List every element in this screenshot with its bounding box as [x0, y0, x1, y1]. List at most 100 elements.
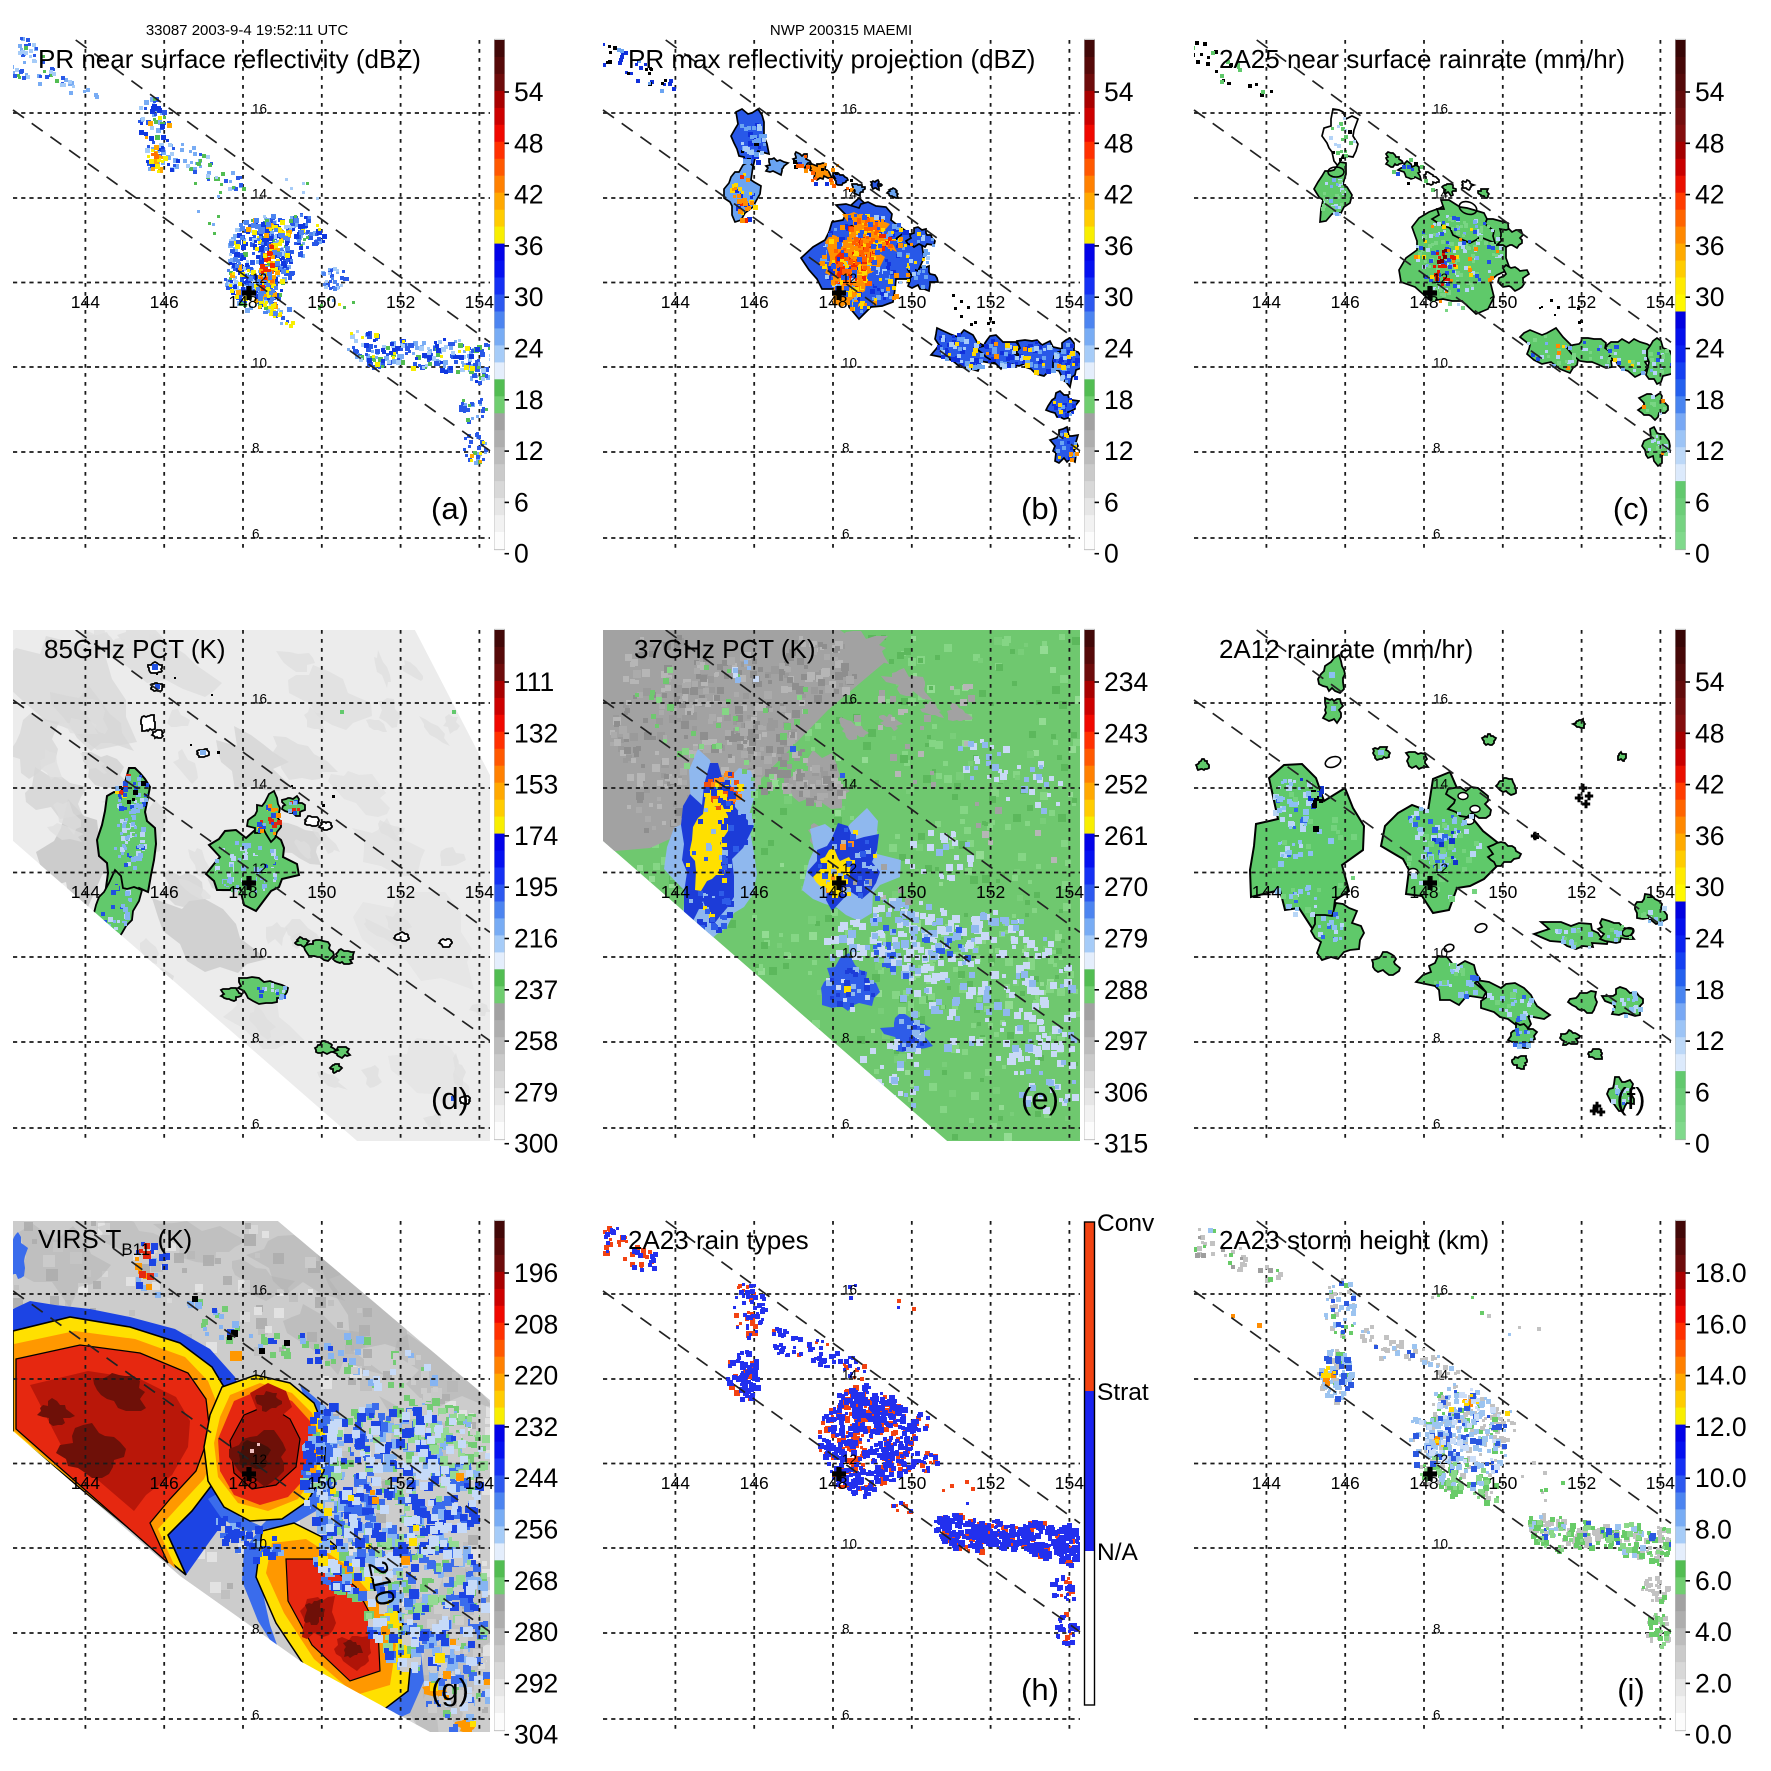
svg-text:30: 30	[1695, 282, 1724, 312]
svg-text:152: 152	[1567, 882, 1596, 902]
svg-text:6: 6	[1433, 527, 1441, 542]
svg-text:144: 144	[71, 882, 100, 902]
svg-text:42: 42	[1104, 180, 1133, 210]
svg-text:150: 150	[1488, 292, 1517, 312]
svg-text:234: 234	[1104, 667, 1148, 697]
svg-text:18.0: 18.0	[1695, 1258, 1747, 1288]
svg-text:24: 24	[1695, 334, 1724, 364]
svg-text:256: 256	[514, 1515, 558, 1545]
svg-text:146: 146	[1331, 882, 1360, 902]
svg-text:154: 154	[1646, 1473, 1675, 1493]
svg-text:12: 12	[1433, 271, 1448, 286]
svg-text:(a): (a)	[431, 491, 469, 526]
svg-text:48: 48	[514, 128, 543, 158]
svg-text:152: 152	[386, 1473, 415, 1493]
svg-text:144: 144	[1252, 292, 1281, 312]
svg-text:146: 146	[150, 882, 179, 902]
svg-text:280: 280	[514, 1617, 558, 1647]
svg-text:152: 152	[386, 292, 415, 312]
svg-text:12: 12	[252, 1452, 267, 1467]
svg-text:146: 146	[740, 292, 769, 312]
svg-text:6.0: 6.0	[1695, 1566, 1732, 1596]
svg-text:146: 146	[150, 292, 179, 312]
svg-text:16: 16	[1433, 1283, 1448, 1298]
svg-text:VIRS TB11 (K): VIRS TB11 (K)	[38, 1224, 192, 1259]
svg-text:14: 14	[252, 1368, 268, 1383]
svg-text:(f): (f)	[1616, 1081, 1645, 1116]
svg-text:150: 150	[307, 292, 336, 312]
svg-text:144: 144	[1252, 882, 1281, 902]
svg-text:152: 152	[976, 882, 1005, 902]
svg-text:2.0: 2.0	[1695, 1668, 1732, 1698]
svg-text:12.0: 12.0	[1695, 1412, 1747, 1442]
svg-text:4.0: 4.0	[1695, 1617, 1732, 1647]
svg-text:0: 0	[1104, 539, 1119, 569]
svg-text:8: 8	[252, 441, 260, 456]
svg-text:243: 243	[1104, 718, 1148, 748]
svg-text:12: 12	[842, 271, 857, 286]
svg-text:132: 132	[514, 718, 558, 748]
svg-text:8: 8	[1433, 441, 1441, 456]
svg-text:154: 154	[1646, 882, 1675, 902]
svg-text:10: 10	[252, 1537, 267, 1552]
svg-text:2A23 storm height (km): 2A23 storm height (km)	[1219, 1225, 1489, 1255]
svg-text:2A23 rain types: 2A23 rain types	[628, 1225, 809, 1255]
svg-text:14: 14	[252, 187, 268, 202]
svg-text:Conv: Conv	[1097, 1210, 1155, 1237]
svg-text:(e): (e)	[1021, 1081, 1059, 1116]
svg-text:258: 258	[514, 1026, 558, 1056]
svg-text:12: 12	[252, 271, 267, 286]
svg-text:208: 208	[514, 1309, 558, 1339]
svg-text:10.0: 10.0	[1695, 1463, 1747, 1493]
svg-text:150: 150	[307, 882, 336, 902]
svg-text:14: 14	[842, 187, 858, 202]
svg-text:150: 150	[1488, 1473, 1517, 1493]
svg-text:2A12 rainrate (mm/hr): 2A12 rainrate (mm/hr)	[1219, 634, 1473, 664]
svg-text:150: 150	[307, 1473, 336, 1493]
svg-text:36: 36	[1695, 231, 1724, 261]
svg-text:16: 16	[1433, 692, 1448, 707]
svg-text:12: 12	[1695, 436, 1724, 466]
svg-text:8: 8	[842, 441, 850, 456]
svg-text:30: 30	[1104, 282, 1133, 312]
svg-text:2A25 near surface rainrate (mm: 2A25 near surface rainrate (mm/hr)	[1219, 44, 1625, 74]
svg-text:8: 8	[1433, 1031, 1441, 1046]
svg-text:300: 300	[514, 1129, 558, 1159]
svg-text:6: 6	[842, 1117, 850, 1132]
svg-text:154: 154	[1055, 882, 1084, 902]
svg-text:292: 292	[514, 1668, 558, 1698]
svg-text:315: 315	[1104, 1129, 1148, 1159]
svg-text:36: 36	[1695, 821, 1724, 851]
svg-text:154: 154	[465, 1473, 494, 1493]
svg-text:16: 16	[252, 1283, 267, 1298]
svg-text:279: 279	[514, 1077, 558, 1107]
svg-text:14: 14	[1433, 1368, 1449, 1383]
svg-text:152: 152	[1567, 1473, 1596, 1493]
svg-text:18: 18	[1695, 975, 1724, 1005]
svg-text:154: 154	[465, 292, 494, 312]
svg-text:146: 146	[1331, 1473, 1360, 1493]
svg-text:(i): (i)	[1617, 1672, 1645, 1707]
svg-text:6: 6	[1433, 1708, 1441, 1723]
svg-text:144: 144	[71, 1473, 100, 1493]
svg-text:36: 36	[514, 231, 543, 261]
svg-text:6: 6	[842, 527, 850, 542]
svg-text:18: 18	[1695, 385, 1724, 415]
svg-text:154: 154	[1646, 292, 1675, 312]
svg-text:42: 42	[1695, 770, 1724, 800]
svg-text:232: 232	[514, 1412, 558, 1442]
svg-text:6: 6	[1695, 487, 1710, 517]
svg-text:24: 24	[1104, 334, 1133, 364]
svg-text:0: 0	[1695, 539, 1710, 569]
svg-text:6: 6	[514, 487, 529, 517]
svg-text:153: 153	[514, 770, 558, 800]
svg-text:8: 8	[842, 1031, 850, 1046]
svg-text:12: 12	[1695, 1026, 1724, 1056]
svg-text:12: 12	[1433, 861, 1448, 876]
svg-text:0.0: 0.0	[1695, 1720, 1732, 1750]
svg-text:12: 12	[514, 436, 543, 466]
svg-text:144: 144	[661, 1473, 690, 1493]
svg-text:10: 10	[1433, 356, 1448, 371]
svg-text:270: 270	[1104, 872, 1148, 902]
svg-text:48: 48	[1104, 128, 1133, 158]
